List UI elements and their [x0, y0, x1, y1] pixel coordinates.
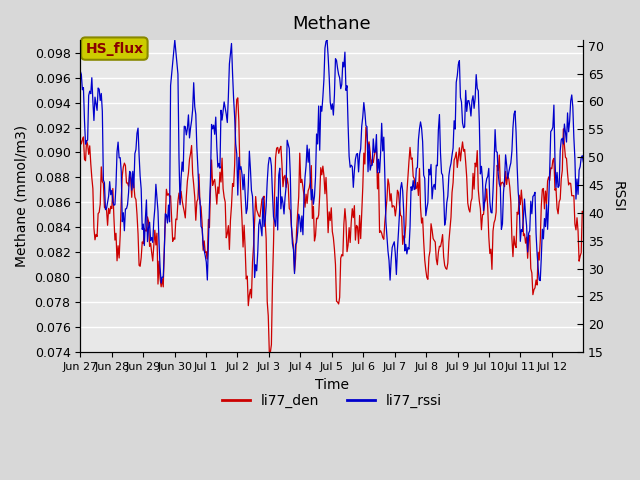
X-axis label: Time: Time	[315, 377, 349, 392]
Y-axis label: RSSI: RSSI	[611, 180, 625, 212]
Legend: li77_den, li77_rssi: li77_den, li77_rssi	[216, 389, 447, 414]
Y-axis label: Methane (mmol/m3): Methane (mmol/m3)	[15, 125, 29, 267]
Title: Methane: Methane	[292, 15, 371, 33]
Text: HS_flux: HS_flux	[85, 42, 143, 56]
